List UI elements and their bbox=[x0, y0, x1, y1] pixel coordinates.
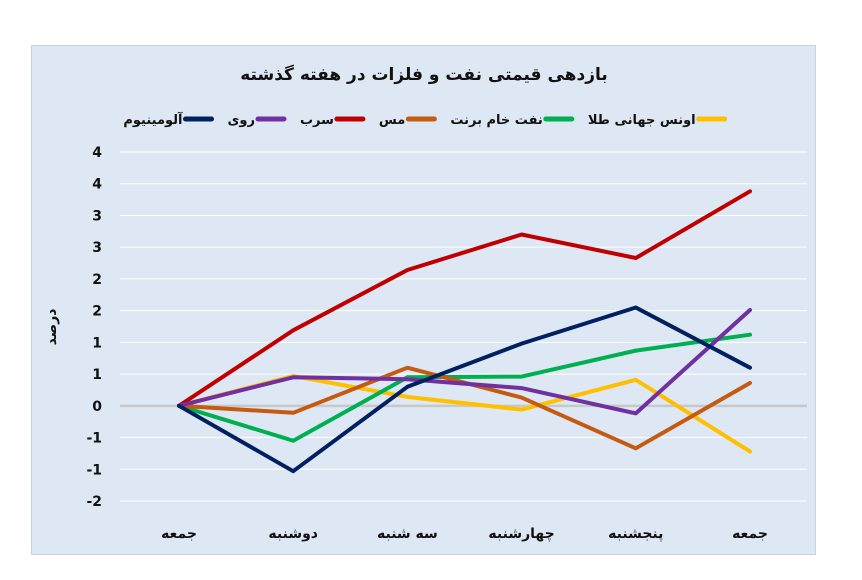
line-chart: بازدهی قیمتی نفت و فلزات در هفته گذشته ا… bbox=[44, 64, 807, 542]
legend-item: روی bbox=[228, 113, 287, 128]
legend: اونس جهانی طلا نفت خام برنت مس سرب روی آلومین… bbox=[123, 111, 728, 128]
series-line bbox=[177, 365, 752, 451]
y-tick-label: -2 bbox=[86, 494, 102, 510]
y-tick-label: -1 bbox=[86, 462, 102, 478]
y-tick-label: 2 bbox=[92, 272, 102, 288]
legend-item: نفت خام برنت bbox=[450, 113, 575, 128]
legend-label: نفت خام برنت bbox=[450, 113, 542, 128]
y-tick-label: 4 bbox=[92, 177, 102, 193]
y-tick-label: -1 bbox=[86, 431, 102, 447]
x-tick-label: جمعه bbox=[161, 526, 197, 542]
legend-label: مس bbox=[379, 113, 405, 128]
legend-item: آلومینیوم bbox=[123, 111, 214, 128]
legend-label: روی bbox=[228, 113, 255, 128]
chart-area: بازدهی قیمتی نفت و فلزات در هفته گذشته ا… bbox=[31, 45, 816, 555]
chart-title: بازدهی قیمتی نفت و فلزات در هفته گذشته bbox=[240, 64, 608, 85]
grid-lines bbox=[120, 151, 807, 502]
y-axis-ticks: 4 4 3 3 2 2 1 1 0 -1 -1 -2 bbox=[86, 145, 102, 510]
y-tick-label: 1 bbox=[92, 335, 102, 351]
legend-item: سرب bbox=[300, 113, 366, 128]
y-tick-label: 4 bbox=[92, 145, 102, 161]
series-line bbox=[177, 332, 752, 443]
series-line bbox=[177, 308, 752, 416]
legend-item: اونس جهانی طلا bbox=[588, 113, 728, 128]
y-tick-label: 2 bbox=[92, 304, 102, 320]
x-tick-label: پنجشنبه bbox=[608, 526, 663, 542]
x-tick-label: چهارشنبه bbox=[488, 526, 554, 542]
y-tick-label: 3 bbox=[92, 208, 102, 224]
legend-label: آلومینیوم bbox=[123, 111, 183, 128]
series-line bbox=[177, 189, 752, 408]
series-line bbox=[177, 305, 752, 474]
series-lines bbox=[177, 189, 752, 474]
x-axis-ticks: جمعه دوشنبه سه شنبه چهارشنبه پنجشنبه جمعه bbox=[161, 526, 768, 542]
y-tick-label: 0 bbox=[92, 399, 102, 415]
x-tick-label: جمعه bbox=[732, 526, 768, 542]
y-tick-label: 1 bbox=[92, 367, 102, 383]
legend-label: اونس جهانی طلا bbox=[588, 113, 696, 128]
x-tick-label: سه شنبه bbox=[377, 526, 438, 542]
legend-item: مس bbox=[379, 113, 437, 128]
y-axis-label: درصد bbox=[44, 309, 60, 346]
y-tick-label: 3 bbox=[92, 240, 102, 256]
legend-label: سرب bbox=[300, 113, 334, 128]
x-tick-label: دوشنبه bbox=[268, 526, 318, 542]
